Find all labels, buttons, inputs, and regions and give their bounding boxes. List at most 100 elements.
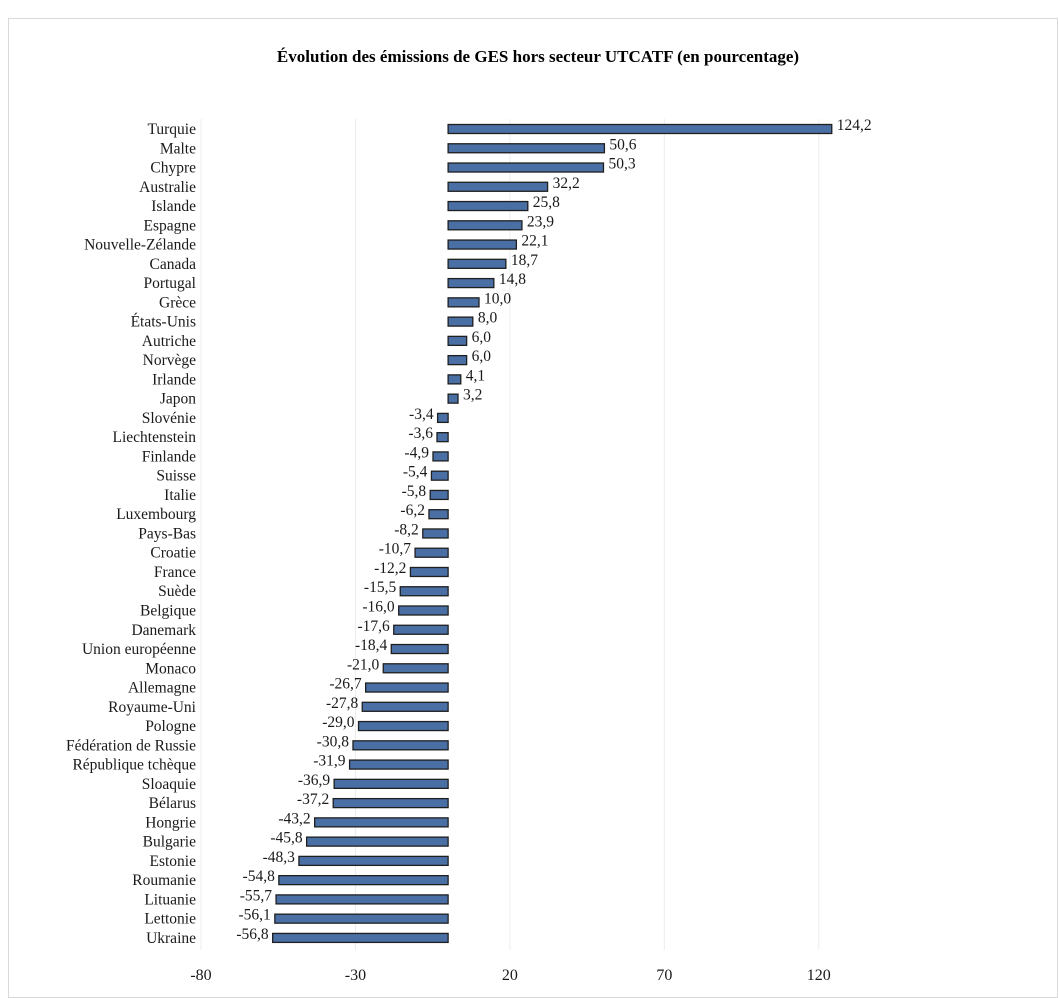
- category-label: Belgique: [140, 603, 196, 620]
- bar: [298, 855, 449, 867]
- value-label: 6,0: [472, 329, 492, 346]
- bar: [447, 354, 468, 366]
- gridlines: [200, 119, 820, 950]
- bar: [305, 836, 449, 847]
- bar: [398, 605, 449, 616]
- value-labels: 124,2 50,6 50,3 32,2 25,8 23,9 22,1 18,7 14,8 10,…: [236, 117, 871, 943]
- category-label: Liechtenstein: [113, 429, 197, 446]
- value-label: -12,2: [374, 560, 406, 577]
- category-label: Suède: [158, 583, 196, 600]
- category-label: Union européenne: [82, 641, 196, 658]
- value-label: 23,9: [527, 213, 554, 230]
- bar: [314, 817, 449, 828]
- category-label: Lituanie: [144, 891, 196, 908]
- bar: [447, 239, 518, 250]
- category-label: Italie: [164, 487, 196, 504]
- category-label: Ukraine: [146, 930, 196, 947]
- x-tick-label: 120: [807, 967, 831, 984]
- value-label: 22,1: [521, 233, 548, 250]
- value-label: 124,2: [837, 117, 872, 134]
- value-label: 14,8: [499, 271, 526, 288]
- bar: [393, 624, 449, 635]
- bar: [352, 740, 449, 751]
- category-label: Suisse: [156, 468, 196, 485]
- bar: [399, 586, 449, 597]
- bar: [447, 200, 529, 212]
- value-label: -26,7: [329, 676, 362, 693]
- category-label: Finlande: [142, 448, 196, 465]
- bar: [432, 451, 449, 462]
- bar: [422, 528, 449, 539]
- x-tick-label: 70: [656, 967, 672, 984]
- category-label: Irlande: [152, 371, 196, 388]
- x-tick-label: -30: [345, 967, 366, 984]
- value-label: 10,0: [484, 290, 511, 307]
- bar: [447, 143, 606, 154]
- bar: [333, 778, 449, 789]
- bar: [447, 335, 468, 347]
- category-label: Portugal: [143, 275, 196, 292]
- value-label: -18,4: [355, 637, 388, 654]
- bar: [278, 874, 449, 886]
- category-label: Pays-Bas: [138, 525, 196, 542]
- bar: [382, 663, 449, 674]
- category-label: Islande: [151, 198, 196, 215]
- value-label: -15,5: [364, 579, 397, 596]
- value-label: -3,6: [408, 425, 433, 442]
- category-label: Turquie: [147, 121, 196, 138]
- value-label: -45,8: [270, 830, 303, 847]
- value-label: 50,3: [608, 156, 635, 173]
- value-label: 18,7: [511, 252, 538, 269]
- value-label: 8,0: [478, 310, 498, 327]
- bar: [357, 720, 449, 732]
- value-label: -56,1: [239, 907, 271, 924]
- category-label: Lettonie: [144, 911, 196, 928]
- value-label: -37,2: [297, 791, 329, 808]
- category-label: Pologne: [145, 718, 196, 735]
- value-label: -5,8: [402, 483, 427, 500]
- value-label: 6,0: [472, 348, 492, 365]
- bar: [275, 894, 449, 905]
- bar: [447, 316, 474, 327]
- value-label: -3,4: [409, 406, 434, 423]
- category-label: États-Unis: [131, 314, 196, 331]
- bar: [447, 123, 833, 135]
- value-label: -30,8: [317, 733, 350, 750]
- category-label: Fédération de Russie: [66, 737, 196, 754]
- category-label: Bulgarie: [143, 834, 196, 851]
- category-label: Croatie: [150, 545, 196, 562]
- category-label: Bélarus: [149, 795, 196, 812]
- bar: [364, 682, 449, 693]
- category-label: Norvège: [143, 352, 196, 369]
- value-label: 50,6: [609, 136, 636, 153]
- value-label: -36,9: [298, 772, 331, 789]
- bar: [447, 393, 459, 404]
- bar: [447, 181, 549, 192]
- bar: [447, 162, 605, 173]
- chart-title: Évolution des émissions de GES hors sect…: [277, 47, 799, 66]
- category-label: Roumanie: [132, 872, 196, 889]
- value-label: -17,6: [357, 618, 390, 635]
- bar: [390, 643, 449, 655]
- bar: [348, 759, 449, 770]
- category-label: Monaco: [145, 660, 196, 677]
- category-label: Chypre: [150, 160, 196, 177]
- x-tick-label: 20: [502, 967, 518, 984]
- value-label: -54,8: [243, 868, 276, 885]
- bar: [447, 297, 480, 308]
- chart-frame: [8, 18, 1058, 998]
- bar: [272, 932, 449, 944]
- category-label: France: [154, 564, 196, 581]
- value-label: -5,4: [403, 464, 428, 481]
- value-label: -4,9: [404, 444, 429, 461]
- value-label: -56,8: [236, 926, 269, 943]
- value-label: -16,0: [362, 599, 395, 616]
- bar: [447, 374, 462, 385]
- value-label: -48,3: [263, 849, 296, 866]
- category-label: Danemark: [131, 622, 196, 639]
- bar: [361, 701, 449, 712]
- value-label: -6,2: [400, 502, 425, 519]
- x-tick-label: -80: [190, 967, 211, 984]
- category-label: Malte: [160, 140, 196, 157]
